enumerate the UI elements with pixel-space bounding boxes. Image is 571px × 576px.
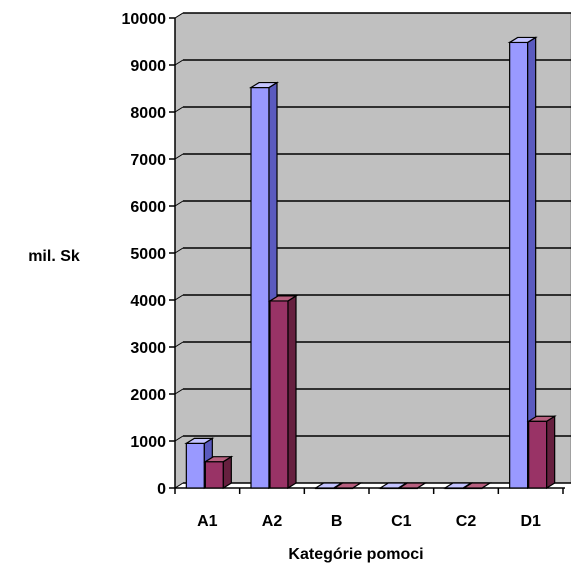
gridline-depth <box>174 200 184 207</box>
y-tick-label: 0 <box>157 481 166 498</box>
bar <box>397 482 428 490</box>
bar-top <box>332 482 363 489</box>
gridline-depth <box>174 435 184 442</box>
x-tick-label: C1 <box>391 513 412 530</box>
gridline-depth <box>174 388 184 395</box>
bar <box>332 482 363 490</box>
y-tick-label: 3000 <box>130 340 166 357</box>
x-axis-label: Kategórie pomoci <box>288 546 423 563</box>
y-tick-label: 1000 <box>130 434 166 451</box>
y-tick-label: 6000 <box>130 199 166 216</box>
y-tick-label: 10000 <box>122 11 167 28</box>
y-tick-label: 9000 <box>130 58 166 75</box>
bars <box>184 36 557 490</box>
bar-front <box>204 461 224 489</box>
gridline-depth <box>174 153 184 160</box>
gridline-depth <box>174 12 184 19</box>
bar-top <box>203 456 234 463</box>
bar <box>526 415 557 490</box>
gridline-depth <box>174 482 184 489</box>
bar-top <box>267 295 299 302</box>
bar <box>442 482 474 490</box>
bar-front <box>185 442 205 489</box>
bar-side <box>287 294 297 490</box>
y-tick-label: 8000 <box>130 105 166 122</box>
bar-front <box>528 420 548 489</box>
bar-side <box>546 415 556 490</box>
gridline-depth <box>174 106 184 113</box>
bar-top <box>507 36 538 44</box>
y-tick-label: 5000 <box>130 246 166 263</box>
bar-top <box>526 415 557 422</box>
x-tick-label: A2 <box>262 513 283 530</box>
x-tick-label: B <box>331 513 343 530</box>
bar-top <box>184 437 215 444</box>
bar-top <box>248 81 280 89</box>
bar <box>461 482 493 490</box>
bar-top <box>397 482 428 489</box>
bar <box>507 36 538 490</box>
bar-front <box>269 300 289 489</box>
x-tick-labels: A1 A2 B C1 C2 D1 <box>197 513 541 530</box>
bar <box>203 455 234 490</box>
x-tick-label: A1 <box>197 513 218 530</box>
y-tick-label: 2000 <box>130 387 166 404</box>
y-tick-label: 7000 <box>130 152 166 169</box>
gridline-depth <box>174 247 184 254</box>
y-tick-labels: 0 1000 2000 3000 4000 5000 6000 7000 8000 9000 100… <box>122 11 167 498</box>
bar <box>267 294 299 490</box>
y-tick-label: 4000 <box>130 293 166 310</box>
gridlines <box>174 12 571 489</box>
axes <box>169 17 565 494</box>
x-tick-label: C2 <box>456 513 477 530</box>
y-axis-label: mil. Sk <box>28 248 80 265</box>
gridline-depth <box>174 341 184 348</box>
bar-top <box>461 482 493 489</box>
gridline-depth <box>174 59 184 66</box>
bar-front <box>250 86 270 489</box>
gridline-depth <box>174 294 184 301</box>
bar-front <box>509 41 529 489</box>
x-tick-label: D1 <box>520 513 541 530</box>
